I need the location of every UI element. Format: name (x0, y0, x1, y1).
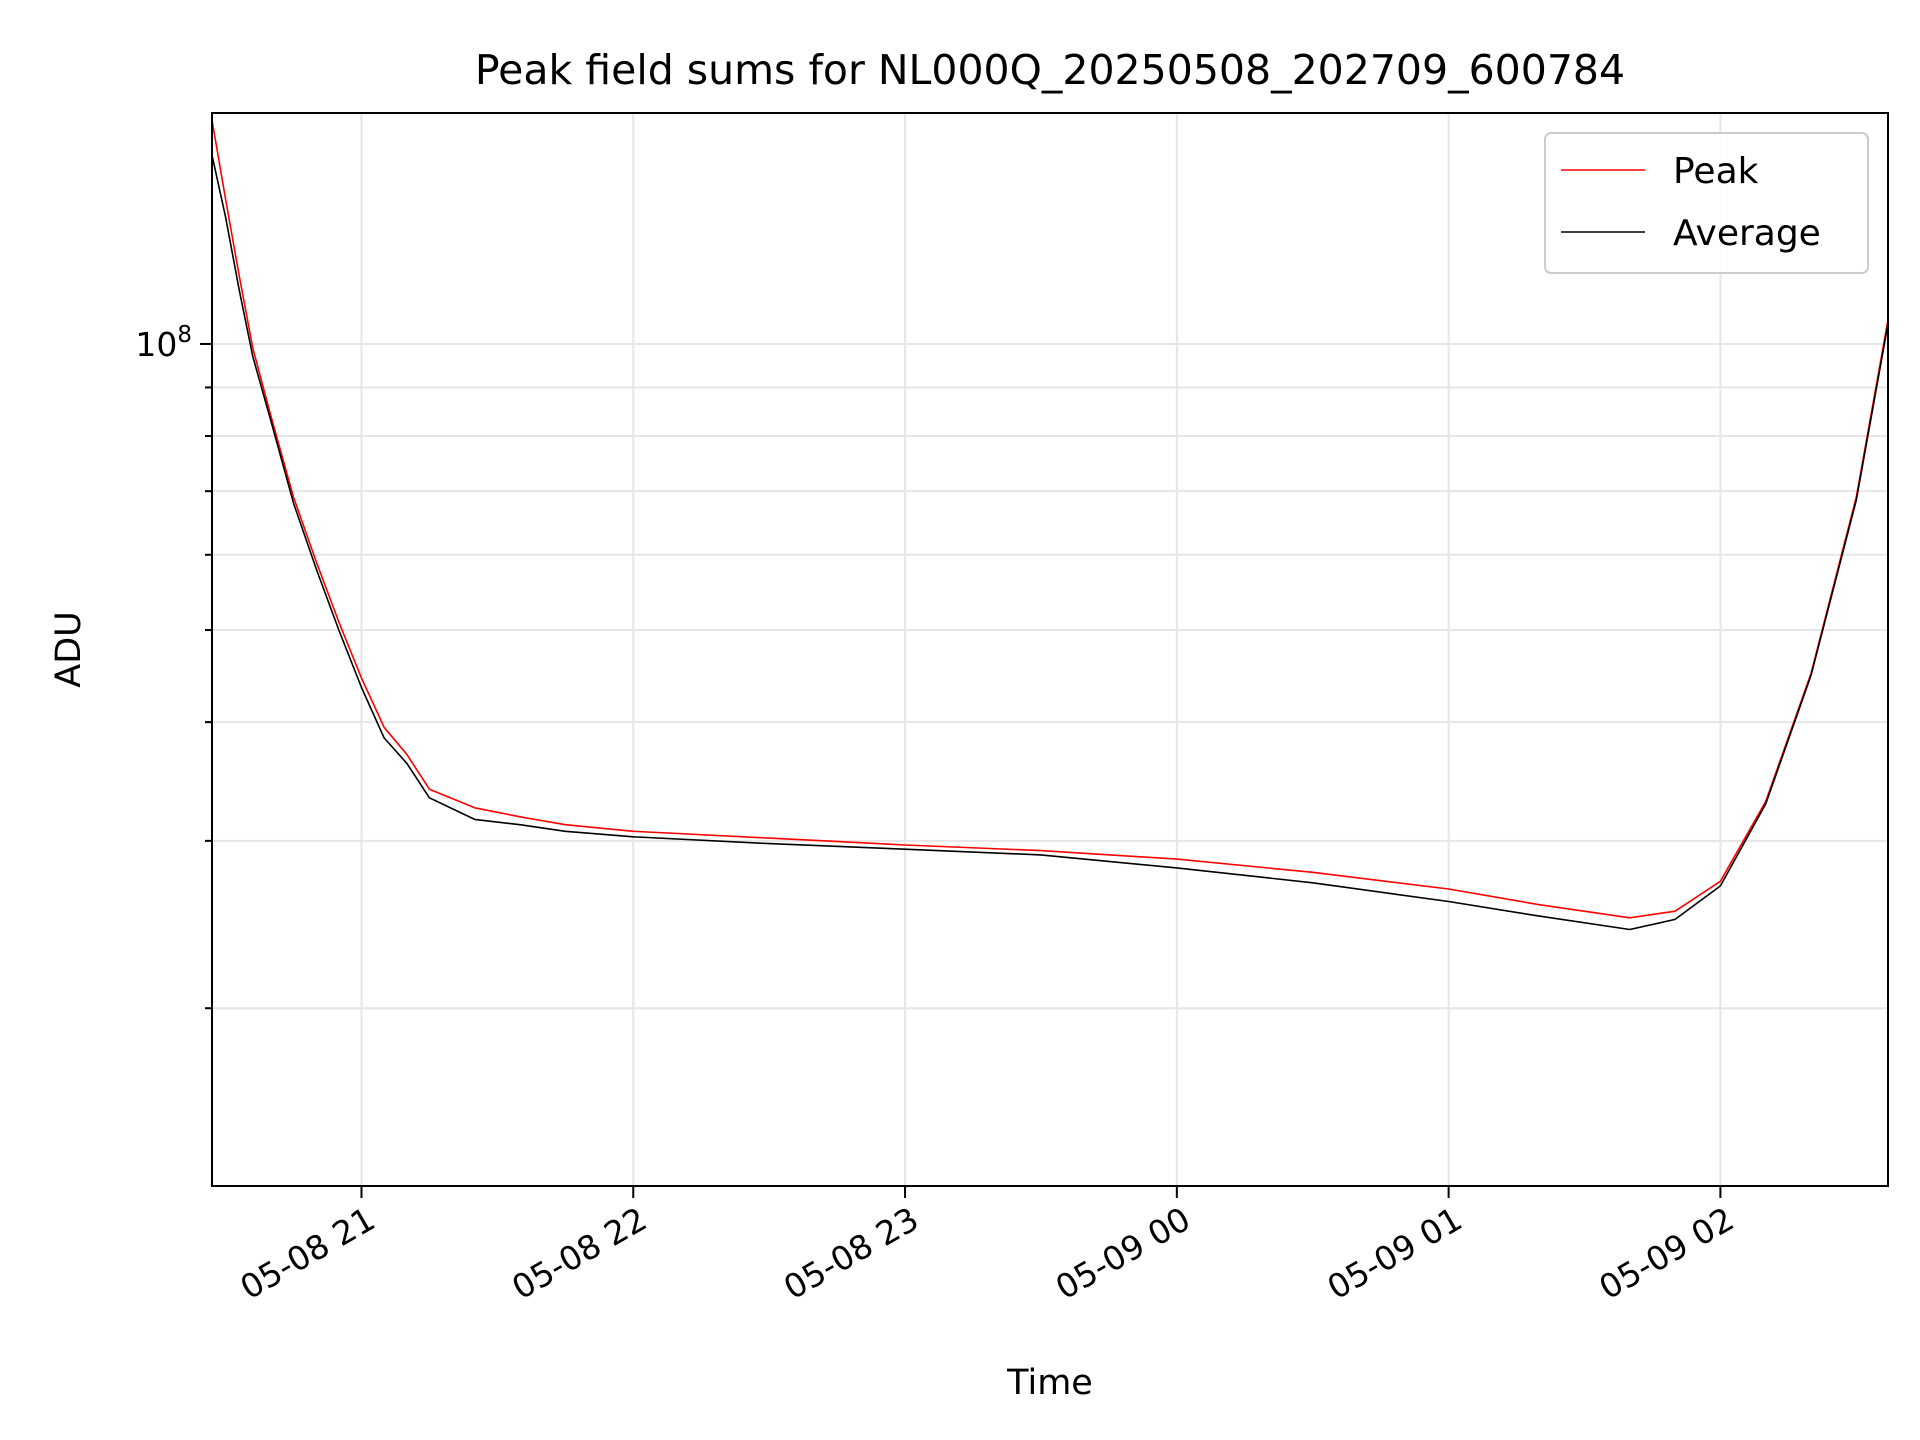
y-tick-label-exponent: 8 (177, 322, 192, 348)
y-axis-label: ADU (49, 611, 89, 688)
legend-label-peak: Peak (1673, 151, 1759, 192)
x-axis-label: Time (1006, 1363, 1093, 1403)
series-lines (211, 119, 1889, 931)
plot-frame (211, 112, 1889, 1187)
series-line-average (211, 155, 1889, 931)
grid (212, 113, 1888, 1186)
chart-title: Peak field sums for NL000Q_20250508_2027… (475, 46, 1625, 94)
series-line-peak (211, 119, 1889, 919)
legend-box (1544, 132, 1869, 274)
legend-label-average: Average (1673, 213, 1821, 254)
y-tick-label-base: 10 (135, 325, 177, 364)
y-tick-label: 108 (135, 322, 192, 364)
legend: Peak Average (1544, 132, 1869, 274)
